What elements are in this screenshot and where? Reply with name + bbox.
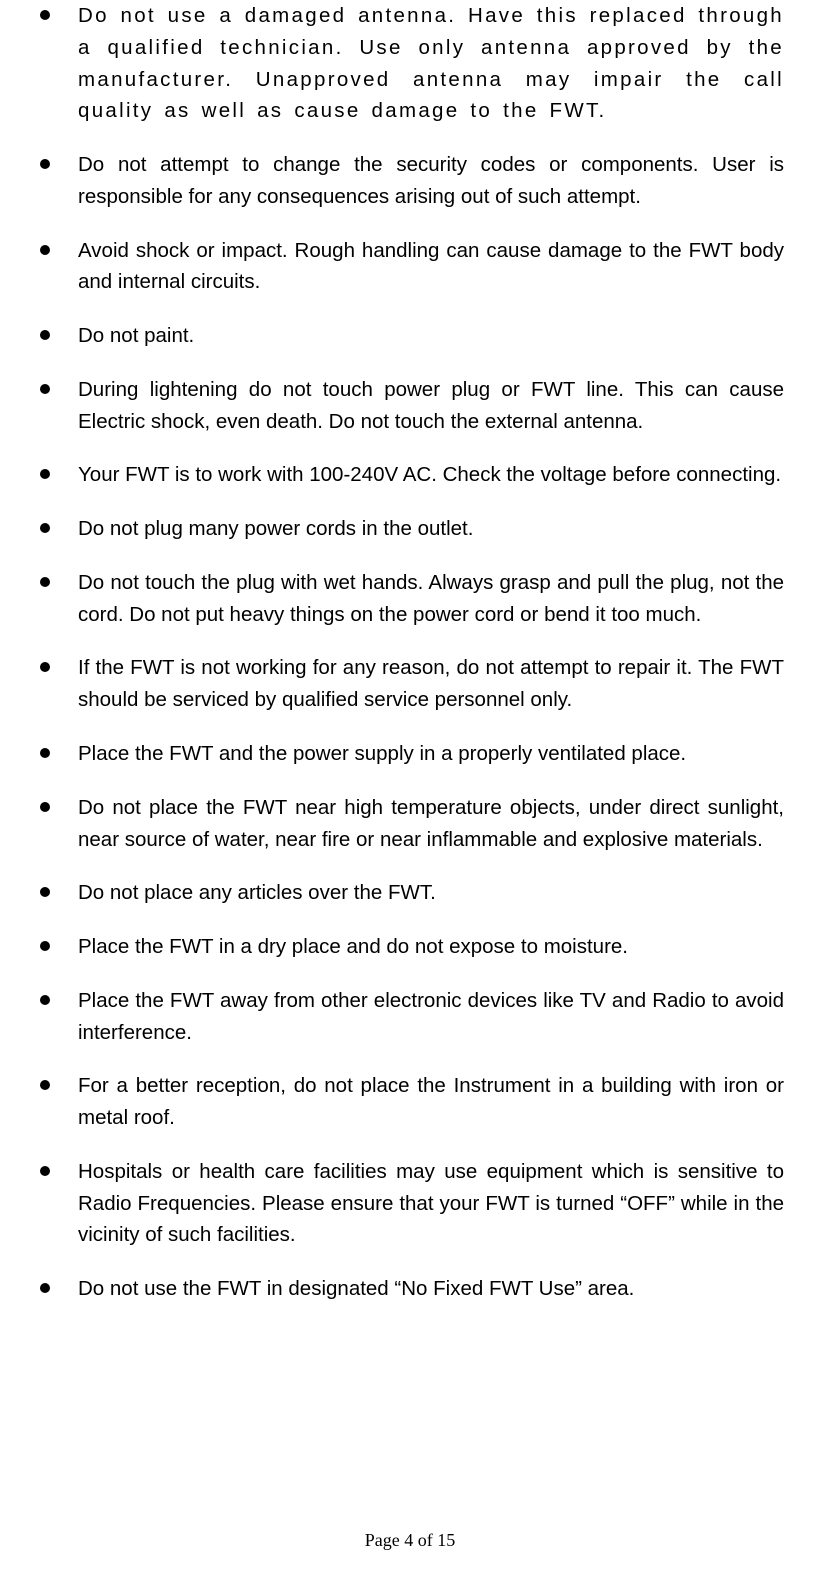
list-item: Place the FWT and the power supply in a … bbox=[36, 738, 784, 770]
list-item: Do not place the FWT near high temperatu… bbox=[36, 792, 784, 856]
bullet-list: Do not use a damaged antenna. Have this … bbox=[36, 0, 784, 1305]
list-item: Do not place any articles over the FWT. bbox=[36, 877, 784, 909]
list-item: Place the FWT away from other electronic… bbox=[36, 985, 784, 1049]
list-item: Do not plug many power cords in the outl… bbox=[36, 513, 784, 545]
list-item: Place the FWT in a dry place and do not … bbox=[36, 931, 784, 963]
list-item: Do not attempt to change the security co… bbox=[36, 149, 784, 213]
list-item: Hospitals or health care facilities may … bbox=[36, 1156, 784, 1251]
list-item: Do not use the FWT in designated “No Fix… bbox=[36, 1273, 784, 1305]
list-item: For a better reception, do not place the… bbox=[36, 1070, 784, 1134]
list-item: Do not touch the plug with wet hands. Al… bbox=[36, 567, 784, 631]
list-item: Do not paint. bbox=[36, 320, 784, 352]
list-item: Do not use a damaged antenna. Have this … bbox=[36, 0, 784, 127]
document-page: Do not use a damaged antenna. Have this … bbox=[0, 0, 820, 1305]
page-footer: Page 4 of 15 bbox=[0, 1530, 820, 1551]
list-item: During lightening do not touch power plu… bbox=[36, 374, 784, 438]
list-item: Avoid shock or impact. Rough handling ca… bbox=[36, 235, 784, 299]
list-item: If the FWT is not working for any reason… bbox=[36, 652, 784, 716]
list-item: Your FWT is to work with 100-240V AC. Ch… bbox=[36, 459, 784, 491]
